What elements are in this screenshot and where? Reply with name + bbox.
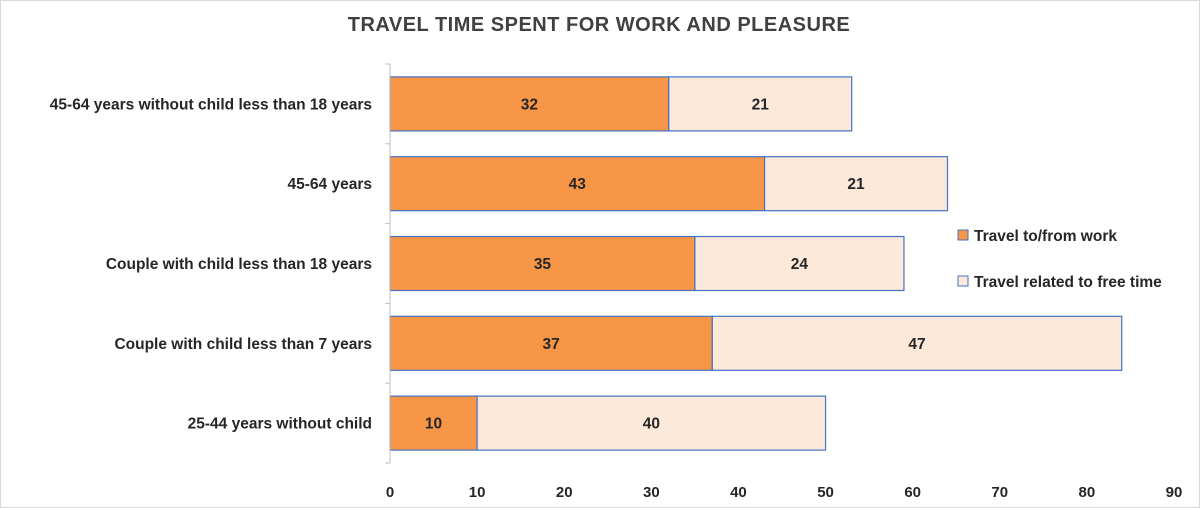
bar-work — [389, 395, 478, 451]
legend: Travel to/from work Travel related to fre… — [957, 228, 1162, 291]
x-tick-label: 80 — [1079, 484, 1096, 501]
x-tick-label: 20 — [556, 484, 573, 501]
data-label: 43 — [569, 176, 587, 193]
x-tick-label: 10 — [469, 484, 486, 501]
x-tick-label: 0 — [386, 484, 394, 501]
data-label: 37 — [543, 336, 560, 353]
bar-free-time — [476, 395, 827, 451]
bar-free-time — [711, 315, 1123, 371]
x-tick-label: 90 — [1166, 484, 1183, 501]
data-label: 10 — [425, 416, 442, 433]
x-tick-label: 60 — [904, 484, 921, 501]
bar-free-time — [694, 235, 905, 292]
x-tick-label: 40 — [730, 484, 747, 501]
category-label: Couple with child less than 7 years — [114, 336, 372, 353]
bar-work — [389, 235, 696, 292]
x-tick-label: 30 — [643, 484, 660, 501]
bar-free-time — [668, 76, 853, 132]
data-label: 40 — [643, 416, 660, 433]
legend-label: Travel related to free time — [974, 274, 1162, 291]
bar-work — [389, 76, 670, 132]
data-label: 21 — [847, 176, 865, 193]
legend-swatch — [957, 275, 969, 287]
category-label: Couple with child less than 18 years — [106, 256, 372, 273]
x-tick-label: 70 — [991, 484, 1008, 501]
bar-free-time — [763, 156, 949, 212]
legend-label: Travel to/from work — [974, 228, 1117, 245]
data-label: 47 — [908, 336, 925, 353]
category-label: 45-64 years without child less than 18 y… — [50, 96, 372, 113]
bar-work — [389, 156, 766, 212]
data-label: 35 — [534, 256, 552, 273]
data-label: 21 — [752, 96, 770, 113]
data-label: 32 — [521, 96, 538, 113]
bars-layer: 32 21 43 21 35 24 37 47 10 40 — [389, 76, 1123, 451]
legend-swatch — [957, 229, 969, 241]
category-label: 45-64 years — [288, 176, 372, 193]
chart-title: TRAVEL TIME SPENT FOR WORK AND PLEASURE — [348, 14, 850, 36]
category-label: 25-44 years without child — [188, 416, 372, 433]
x-tick-label: 50 — [817, 484, 834, 501]
axis-layer: 45-64 years without child less than 18 y… — [50, 63, 1183, 501]
data-label: 24 — [791, 256, 809, 273]
